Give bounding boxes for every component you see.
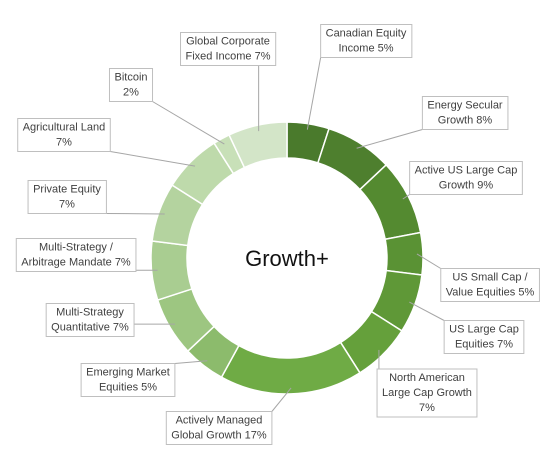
- slice-global-corporate-fixed-income: [228, 121, 288, 169]
- data-label-box: [45, 303, 135, 337]
- data-label-text: Emerging Market Equities 5%: [86, 367, 170, 394]
- data-label-text: Multi-Strategy Quantitative 7%: [51, 307, 129, 334]
- data-label-text: Active US Large Cap Growth 9%: [415, 165, 518, 192]
- data-label-box: [17, 118, 111, 152]
- data-label-box: [80, 363, 176, 397]
- data-label-box: [320, 24, 413, 58]
- leader-line-bitcoin: [152, 101, 225, 145]
- leader-line-canadian-equity-income: [306, 57, 322, 130]
- data-label-text: Canadian Equity Income 5%: [326, 28, 407, 55]
- data-label-global-corporate-fixed-income: Global Corporate Fixed Income 7%: [180, 32, 277, 66]
- data-label-text: North American Large Cap Growth 7%: [382, 372, 472, 414]
- data-label-text: US Small Cap / Value Equities 5%: [446, 272, 535, 299]
- center-label: Growth+: [245, 246, 329, 271]
- leader-line-us-small-cap-value-equities: [416, 253, 442, 269]
- data-label-us-small-cap-value-equities: US Small Cap / Value Equities 5%: [440, 268, 540, 302]
- data-label-text: US Large Cap Equities 7%: [449, 324, 519, 351]
- data-label-text: Bitcoin 2%: [114, 72, 147, 99]
- data-label-bitcoin: Bitcoin 2%: [108, 68, 154, 102]
- slice-actively-managed-global-growth: [220, 341, 361, 395]
- data-label-box: [180, 32, 277, 66]
- label-group: Canadian Equity Income 5% Energy Secular Gr…: [15, 24, 540, 445]
- data-label-multi-strategy-arbitrage-mandate: Multi-Strategy / Arbitrage Mandate 7%: [15, 238, 137, 272]
- data-label-box: [108, 68, 154, 102]
- leader-line-us-large-cap-equities: [409, 301, 445, 321]
- leader-line-group: [106, 57, 445, 412]
- leader-line-emerging-market-equities: [174, 360, 208, 364]
- data-label-actively-managed-global-growth: Actively Managed Global Growth 17%: [165, 411, 273, 445]
- data-label-text: Global Corporate Fixed Income 7%: [186, 36, 271, 63]
- data-label-emerging-market-equities: Emerging Market Equities 5%: [80, 363, 176, 397]
- data-label-multi-strategy-quantitative: Multi-Strategy Quantitative 7%: [45, 303, 135, 337]
- data-label-text: Agricultural Land 7%: [23, 122, 106, 149]
- leader-line-active-us-large-cap-growth: [402, 194, 410, 200]
- leader-line-actively-managed-global-growth: [271, 387, 292, 412]
- slice-group: [150, 121, 424, 395]
- data-label-box: [376, 368, 478, 418]
- leader-line-energy-secular-growth: [356, 129, 423, 149]
- data-label-canadian-equity-income: Canadian Equity Income 5%: [320, 24, 413, 58]
- data-label-box: [443, 320, 525, 354]
- data-label-box: [409, 161, 523, 195]
- data-label-agricultural-land: Agricultural Land 7%: [17, 118, 111, 152]
- data-label-energy-secular-growth: Energy Secular Growth 8%: [421, 96, 509, 130]
- data-label-box: [27, 180, 107, 214]
- data-label-box: [15, 238, 137, 272]
- data-label-text: Multi-Strategy / Arbitrage Mandate 7%: [21, 242, 131, 269]
- data-label-box: [165, 411, 273, 445]
- data-label-box: [421, 96, 509, 130]
- data-label-north-american-large-cap-growth: North American Large Cap Growth 7%: [376, 368, 478, 418]
- leader-line-agricultural-land: [110, 151, 196, 167]
- data-label-text: Actively Managed Global Growth 17%: [171, 415, 267, 442]
- data-label-active-us-large-cap-growth: Active US Large Cap Growth 9%: [409, 161, 523, 195]
- data-label-box: [440, 268, 540, 302]
- data-label-text: Energy Secular Growth 8%: [427, 100, 503, 127]
- data-label-us-large-cap-equities: US Large Cap Equities 7%: [443, 320, 525, 354]
- data-label-text: Private Equity 7%: [33, 184, 101, 211]
- data-label-private-equity: Private Equity 7%: [27, 180, 107, 214]
